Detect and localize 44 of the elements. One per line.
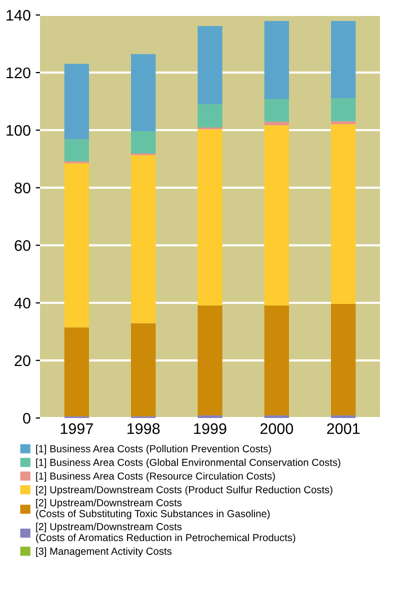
bar xyxy=(331,98,356,122)
y-tick-label: 120 xyxy=(6,67,30,78)
x-tick-label: 1998 xyxy=(128,423,160,434)
bar xyxy=(198,104,222,128)
y-tick-label: 20 xyxy=(14,355,30,366)
bar xyxy=(64,163,89,328)
y-tick-label: 80 xyxy=(14,182,30,194)
bar xyxy=(198,415,222,418)
bar xyxy=(198,26,222,104)
bar xyxy=(331,124,356,304)
legend-label: [1] Business Area Costs (Resource Circulation Costs) xyxy=(36,472,275,482)
bar xyxy=(131,155,156,324)
legend-label: [2] Upstream/Downstream Costs (Costs of Substituting Toxic Substances in Gasoline) xyxy=(36,498,270,520)
bar xyxy=(331,415,356,418)
y-tick-label: 140 xyxy=(6,10,30,21)
legend-label: [1] Business Area Costs (Pollution Prevention Costs) xyxy=(36,444,271,454)
bar xyxy=(331,304,356,416)
bar xyxy=(64,64,89,140)
y-tick-label: 0 xyxy=(23,412,30,424)
x-tick-label: 2001 xyxy=(327,423,360,434)
bar xyxy=(264,99,289,122)
legend-label: [2] Upstream/Downstream Costs (Costs of Aromatics Reduction in Petrochemical Products) xyxy=(36,522,296,544)
x-tick-label: 1997 xyxy=(60,423,93,434)
bar xyxy=(198,129,222,306)
bar xyxy=(198,305,222,416)
bar xyxy=(131,323,156,416)
bar xyxy=(131,54,156,132)
bar xyxy=(264,415,289,418)
bar xyxy=(64,327,89,416)
legend-label: [3] Management Activity Costs xyxy=(36,547,172,557)
y-tick-label: 40 xyxy=(14,298,30,309)
bar xyxy=(131,131,156,154)
x-tick-label: 1999 xyxy=(194,423,226,434)
y-tick-label: 100 xyxy=(6,125,30,136)
bar xyxy=(264,21,289,100)
bar xyxy=(264,305,289,416)
bar xyxy=(331,21,356,98)
bar xyxy=(264,125,289,306)
x-tick-label: 2000 xyxy=(260,423,294,434)
bar xyxy=(331,121,356,124)
legend-label: [2] Upstream/Downstream Costs (Product Sulfur Reduction Costs) xyxy=(36,486,332,496)
y-tick-label: 60 xyxy=(14,240,30,251)
bar xyxy=(64,139,89,162)
legend-label: [1] Business Area Costs (Global Environmental Conservation Costs) xyxy=(36,458,340,468)
